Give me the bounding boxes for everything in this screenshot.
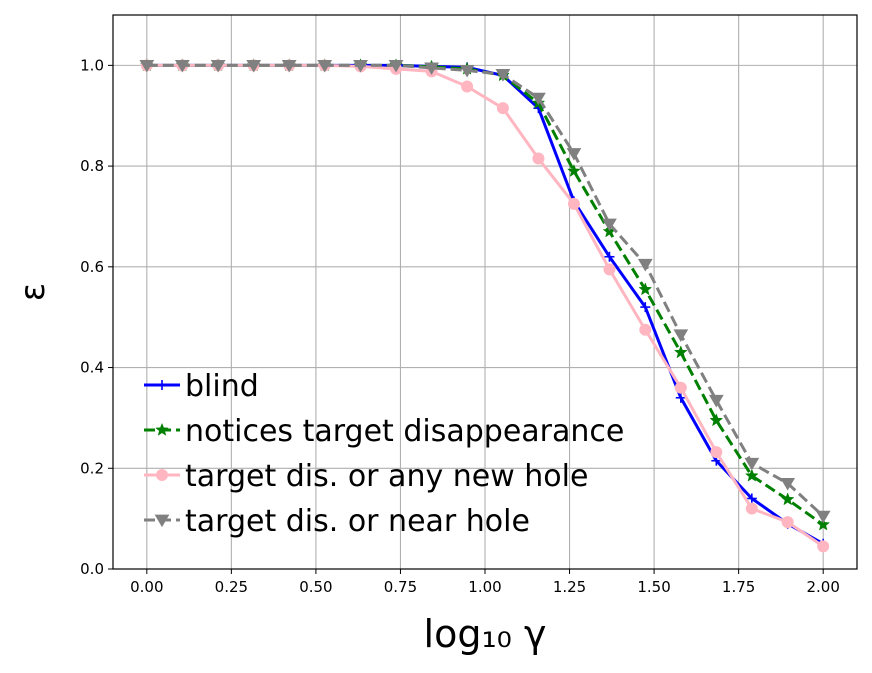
data-point	[638, 282, 653, 296]
data-point	[709, 413, 724, 427]
data-point	[567, 163, 581, 177]
y-tick-label: 0.0	[80, 560, 104, 578]
grid	[113, 15, 857, 570]
data-point	[353, 59, 368, 73]
data-point	[815, 510, 831, 524]
y-tick-label: 0.4	[80, 359, 104, 377]
x-tick-label: 0.50	[299, 578, 332, 596]
data-point	[567, 197, 580, 210]
legend-marker	[157, 380, 167, 390]
data-point	[174, 59, 190, 73]
y-tick-label: 0.6	[80, 258, 104, 276]
data-point	[744, 457, 760, 471]
x-tick-label: 1.25	[553, 578, 586, 596]
data-point	[461, 80, 474, 93]
data-point	[816, 517, 831, 531]
data-point	[781, 516, 794, 529]
legend-label: blind	[185, 369, 259, 404]
legend-entry: target dis. or near hole	[144, 504, 530, 539]
legend-entry: target dis. or any new hole	[144, 459, 588, 494]
data-point	[744, 468, 759, 482]
y-tick-label: 0.2	[80, 459, 104, 477]
data-point	[139, 59, 155, 73]
y-tick-label: 0.8	[80, 157, 104, 175]
data-point	[673, 345, 688, 359]
data-point	[388, 59, 404, 73]
legend-label: target dis. or near hole	[185, 504, 530, 539]
x-tick-label: 1.50	[637, 578, 670, 596]
data-point	[639, 323, 652, 336]
legend: blind notices target disappearance target …	[144, 369, 624, 539]
legend-marker	[154, 514, 170, 528]
legend-marker	[155, 422, 169, 436]
data-point	[317, 59, 333, 73]
series-4	[139, 59, 831, 524]
data-point	[532, 152, 545, 165]
data-point	[674, 381, 687, 394]
legend-marker	[156, 469, 168, 481]
data-point	[637, 258, 653, 272]
x-tick-label: 2.00	[806, 578, 839, 596]
x-tick-label: 0.25	[215, 578, 248, 596]
data-point	[566, 148, 582, 161]
data-point	[531, 92, 546, 106]
data-point	[603, 263, 616, 276]
x-axis-ticks: 0.00 0.25 0.50 0.75 1.00 1.25 1.50 1.75 2.00	[130, 569, 840, 596]
series-line	[146, 63, 825, 518]
data-point	[210, 59, 226, 73]
data-point	[602, 218, 617, 232]
y-axis-ticks: 0.0 0.2 0.4 0.6 0.8 1.0	[80, 56, 113, 578]
data-point	[496, 102, 509, 115]
data-point	[817, 540, 830, 553]
data-point	[640, 302, 651, 313]
data-point	[459, 65, 475, 78]
legend-label: notices target disappearance	[185, 414, 624, 449]
data-point	[746, 493, 757, 504]
x-tick-label: 1.75	[722, 578, 755, 596]
data-point	[780, 478, 796, 491]
y-tick-label: 1.0	[80, 56, 104, 74]
x-tick-label: 0.75	[384, 578, 417, 596]
data-point	[281, 59, 297, 73]
data-point	[495, 69, 511, 82]
data-point	[673, 329, 689, 342]
data-point	[745, 502, 758, 515]
data-point	[246, 59, 262, 73]
data-point	[708, 394, 724, 408]
legend-entry: notices target disappearance	[144, 414, 624, 449]
data-point	[604, 251, 615, 262]
data-point	[675, 392, 686, 403]
data-point	[710, 446, 723, 459]
legend-entry: blind	[144, 369, 259, 404]
x-tick-label: 0.00	[130, 578, 163, 596]
series-layer	[139, 58, 831, 553]
y-axis-label: ε	[13, 283, 53, 301]
x-axis-label: log₁₀ γ	[424, 612, 547, 656]
data-point	[780, 492, 795, 506]
legend-label: target dis. or any new hole	[185, 459, 588, 494]
x-tick-label: 1.00	[468, 578, 501, 596]
data-point	[424, 62, 439, 76]
